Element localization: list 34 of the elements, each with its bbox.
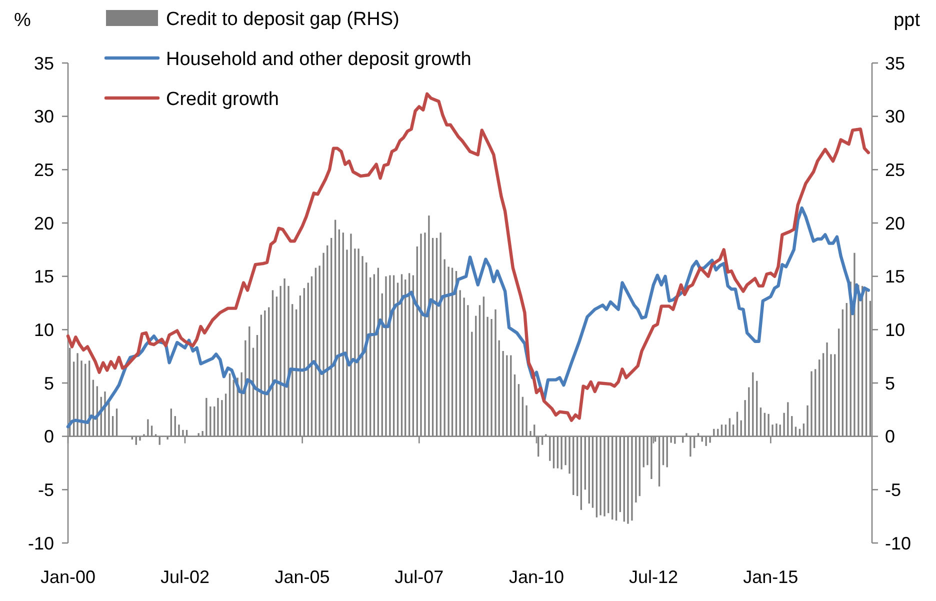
line-series (66, 206, 870, 428)
y2-tick-label: 35 (885, 53, 906, 74)
y2-axis-title: ppt (894, 10, 921, 31)
legend-label: Credit growth (166, 89, 279, 110)
y-axis-title: % (14, 10, 31, 31)
y-tick-label: 10 (34, 320, 54, 340)
y-tick-label: -10 (28, 533, 54, 554)
y2-tick-label: 0 (885, 426, 896, 447)
line-series (66, 92, 870, 422)
y-tick-label: 25 (34, 160, 54, 180)
y-tick-label: 20 (34, 213, 54, 234)
y-tick-label: -5 (38, 480, 54, 500)
legend-label: Credit to deposit gap (RHS) (166, 9, 400, 30)
y-tick-label: 30 (34, 106, 54, 127)
legend-label: Household and other deposit growth (166, 49, 472, 70)
x-tick-label: Jul-02 (160, 567, 210, 587)
x-tick-label: Jul-07 (394, 567, 444, 587)
y2-tick-label: 30 (885, 106, 906, 127)
y2-tick-label: 25 (885, 160, 906, 180)
y2-tick-label: 10 (885, 320, 906, 340)
y2-tick-label: 5 (885, 373, 896, 394)
y2-tick-label: 20 (885, 213, 906, 234)
x-tick-label: Jan-15 (743, 567, 798, 587)
y-tick-label: 0 (44, 426, 54, 447)
y2-tick-label: -5 (885, 480, 902, 500)
x-tick-label: Jan-05 (274, 567, 330, 587)
x-tick-label: Jan-00 (40, 567, 96, 587)
y-tick-label: 15 (34, 266, 54, 287)
x-tick-label: Jul-12 (628, 567, 678, 587)
y2-tick-label: -10 (885, 533, 912, 554)
y2-tick-label: 15 (885, 266, 906, 287)
y-tick-label: 5 (44, 373, 54, 394)
x-tick-label: Jan-10 (508, 567, 564, 587)
y-tick-label: 35 (34, 53, 54, 74)
